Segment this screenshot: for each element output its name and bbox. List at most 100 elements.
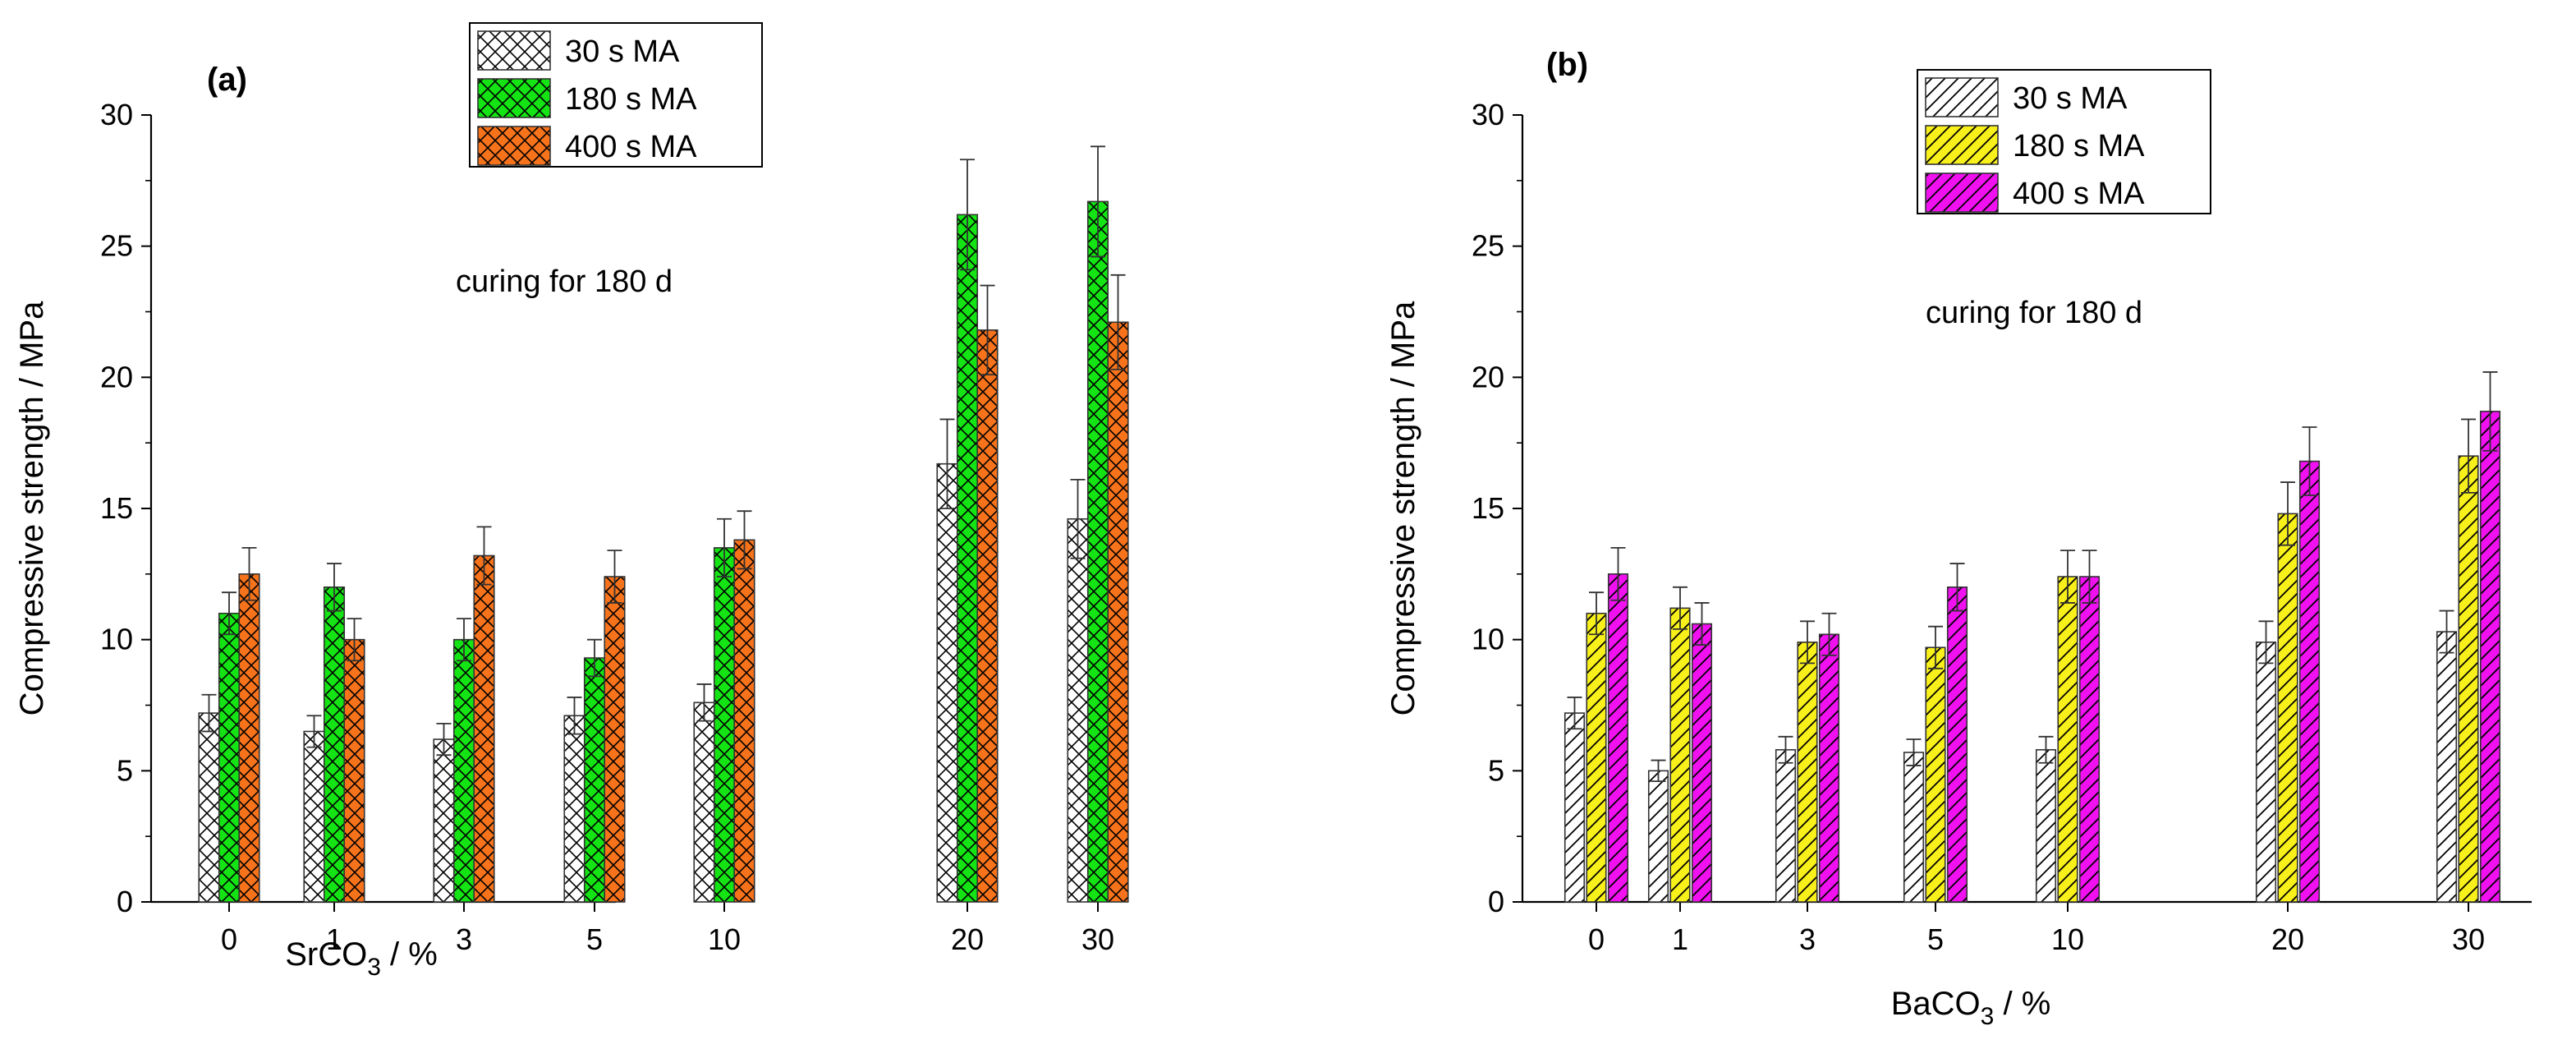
bar-pattern xyxy=(1775,749,1796,902)
bar-pattern xyxy=(218,613,240,902)
x-axis-label-subscript: 3 xyxy=(367,954,381,981)
bar-pattern xyxy=(324,586,345,902)
x-tick-label: 3 xyxy=(456,922,472,956)
bar-pattern xyxy=(937,463,957,902)
bar-pattern xyxy=(2436,632,2457,902)
y-axis-label: Compressive strength / MPa xyxy=(1385,301,1421,715)
y-tick-label: 15 xyxy=(1472,491,1504,525)
bar-pattern xyxy=(734,540,755,902)
y-tick-label: 20 xyxy=(1472,360,1504,393)
panel-label: (a) xyxy=(207,62,247,98)
y-tick-label: 25 xyxy=(1472,229,1504,263)
bar-pattern xyxy=(1670,608,1690,902)
y-axis-label: Compressive strength / MPa xyxy=(14,301,50,715)
bar-pattern xyxy=(474,555,494,902)
x-tick-label: 0 xyxy=(1588,922,1605,956)
legend-swatch-outline xyxy=(477,30,551,71)
bar-pattern xyxy=(453,639,475,902)
legend-swatch-outline xyxy=(477,126,551,166)
bar-pattern xyxy=(1586,613,1606,902)
panel-label: (b) xyxy=(1546,47,1588,83)
annotation: curing for 180 d xyxy=(456,264,673,299)
bar-pattern xyxy=(304,731,324,902)
legend-swatch-outline xyxy=(1925,77,1999,117)
x-axis-label: SrCO3 / % xyxy=(285,936,438,981)
bar-pattern xyxy=(1068,518,1088,902)
bar-pattern xyxy=(2256,642,2276,902)
legend-label: 180 s MA xyxy=(2013,129,2145,163)
bar-pattern xyxy=(694,702,714,902)
x-axis-label-main: SrCO xyxy=(285,936,367,973)
legend-swatch-pattern xyxy=(1926,173,1998,212)
bar-pattern xyxy=(1947,586,1968,902)
x-tick-label: 1 xyxy=(326,922,342,956)
x-tick-label: 5 xyxy=(1927,922,1944,956)
bar-pattern xyxy=(2036,749,2056,902)
bar-pattern xyxy=(977,329,998,902)
bar-pattern xyxy=(604,577,625,902)
bar-pattern xyxy=(2480,411,2500,902)
y-tick-label: 5 xyxy=(117,753,133,787)
legend-swatch-pattern xyxy=(478,31,550,70)
legend-label: 30 s MA xyxy=(2013,81,2128,116)
bar-pattern xyxy=(2299,461,2320,902)
y-tick-label: 15 xyxy=(100,491,133,525)
x-tick-label: 3 xyxy=(1799,922,1816,956)
y-tick-label: 10 xyxy=(1472,623,1504,656)
bar-pattern xyxy=(434,739,454,902)
bar-pattern xyxy=(2079,577,2100,902)
bar-pattern xyxy=(1648,770,1669,902)
bar-pattern xyxy=(2278,513,2298,902)
bar-pattern xyxy=(1926,647,1945,902)
legend-label: 30 s MA xyxy=(565,34,680,69)
bar-pattern xyxy=(1108,322,1128,903)
bar-pattern xyxy=(344,639,365,902)
x-axis-label-unit: / % xyxy=(1994,986,2050,1022)
chart-b: 0 5 10 15 20 25 30 0 1 3 5 10 20 30 Compressive streng… xyxy=(1385,47,2532,1030)
bar-pattern xyxy=(2058,577,2078,902)
y-tick-label: 10 xyxy=(100,623,133,656)
bar-pattern xyxy=(1087,201,1109,902)
bar-pattern xyxy=(1564,713,1585,902)
bar-pattern xyxy=(2459,456,2478,902)
x-axis-label: BaCO3 / % xyxy=(1891,986,2051,1030)
bar-pattern xyxy=(1903,752,1924,902)
x-tick-label: 30 xyxy=(1081,922,1114,956)
bar-pattern xyxy=(1819,634,1839,902)
annotation: curing for 180 d xyxy=(1926,296,2142,330)
x-tick-label: 20 xyxy=(2271,922,2304,956)
legend-swatch-pattern xyxy=(1926,126,1998,164)
x-tick-label: 10 xyxy=(2051,922,2084,956)
legend-swatch-outline xyxy=(1925,172,1999,213)
bar-pattern xyxy=(1798,642,1817,902)
y-tick-label: 20 xyxy=(100,360,133,393)
legend-label: 400 s MA xyxy=(565,130,697,164)
legend-swatch-outline xyxy=(1925,125,1999,165)
bar-pattern xyxy=(1692,623,1712,902)
x-tick-label: 5 xyxy=(586,922,603,956)
legend-swatch-pattern xyxy=(1926,78,1998,117)
y-tick-label: 0 xyxy=(1488,885,1504,918)
y-tick-label: 0 xyxy=(117,885,133,918)
bar-pattern xyxy=(239,573,259,902)
legend-swatch-pattern xyxy=(478,126,550,165)
x-axis-label-unit: / % xyxy=(381,936,438,973)
x-tick-label: 10 xyxy=(708,922,741,956)
y-tick-label: 30 xyxy=(100,98,133,131)
bar-pattern xyxy=(957,214,978,902)
y-tick-label: 25 xyxy=(100,229,133,263)
legend-label: 400 s MA xyxy=(2013,177,2145,211)
bar-pattern xyxy=(1608,573,1628,902)
bar-pattern xyxy=(584,658,605,902)
y-tick-label: 5 xyxy=(1488,753,1504,787)
x-tick-label: 1 xyxy=(1672,922,1688,956)
bar-pattern xyxy=(199,713,219,902)
legend-swatch-pattern xyxy=(478,79,550,117)
x-axis-label-main: BaCO xyxy=(1891,986,1981,1022)
y-tick-label: 30 xyxy=(1472,98,1504,131)
legend-swatch-outline xyxy=(477,78,551,118)
bar-pattern xyxy=(714,547,735,902)
bar-pattern xyxy=(564,715,585,902)
